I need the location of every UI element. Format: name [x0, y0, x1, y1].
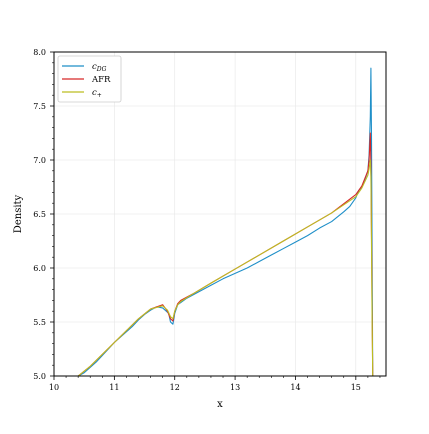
x-axis-label: x	[217, 399, 223, 410]
x-tick-label: 13	[230, 383, 240, 392]
x-tick-label: 14	[290, 383, 300, 392]
x-tick-label: 15	[351, 383, 361, 392]
y-tick-label: 5.5	[33, 318, 46, 327]
legend-box	[57, 55, 122, 103]
legend-label-2: c+	[92, 88, 102, 99]
y-tick-label: 7.5	[33, 102, 46, 111]
series-line-2	[77, 159, 374, 376]
x-tick-label: 10	[49, 383, 59, 392]
legend-label-0: cDG	[92, 62, 107, 73]
y-tick-label: 6.5	[33, 210, 46, 219]
y-tick-label: 6.0	[33, 264, 46, 273]
legend-label-1: AFR	[91, 75, 111, 85]
y-tick-label: 5.0	[33, 372, 46, 381]
y-axis-label: Density	[13, 194, 24, 233]
plot-frame	[53, 51, 387, 377]
x-tick-label: 12	[170, 383, 180, 392]
y-tick-label: 7.0	[33, 156, 46, 165]
x-tick-label: 11	[109, 383, 119, 392]
y-tick-label: 8.0	[33, 48, 46, 57]
